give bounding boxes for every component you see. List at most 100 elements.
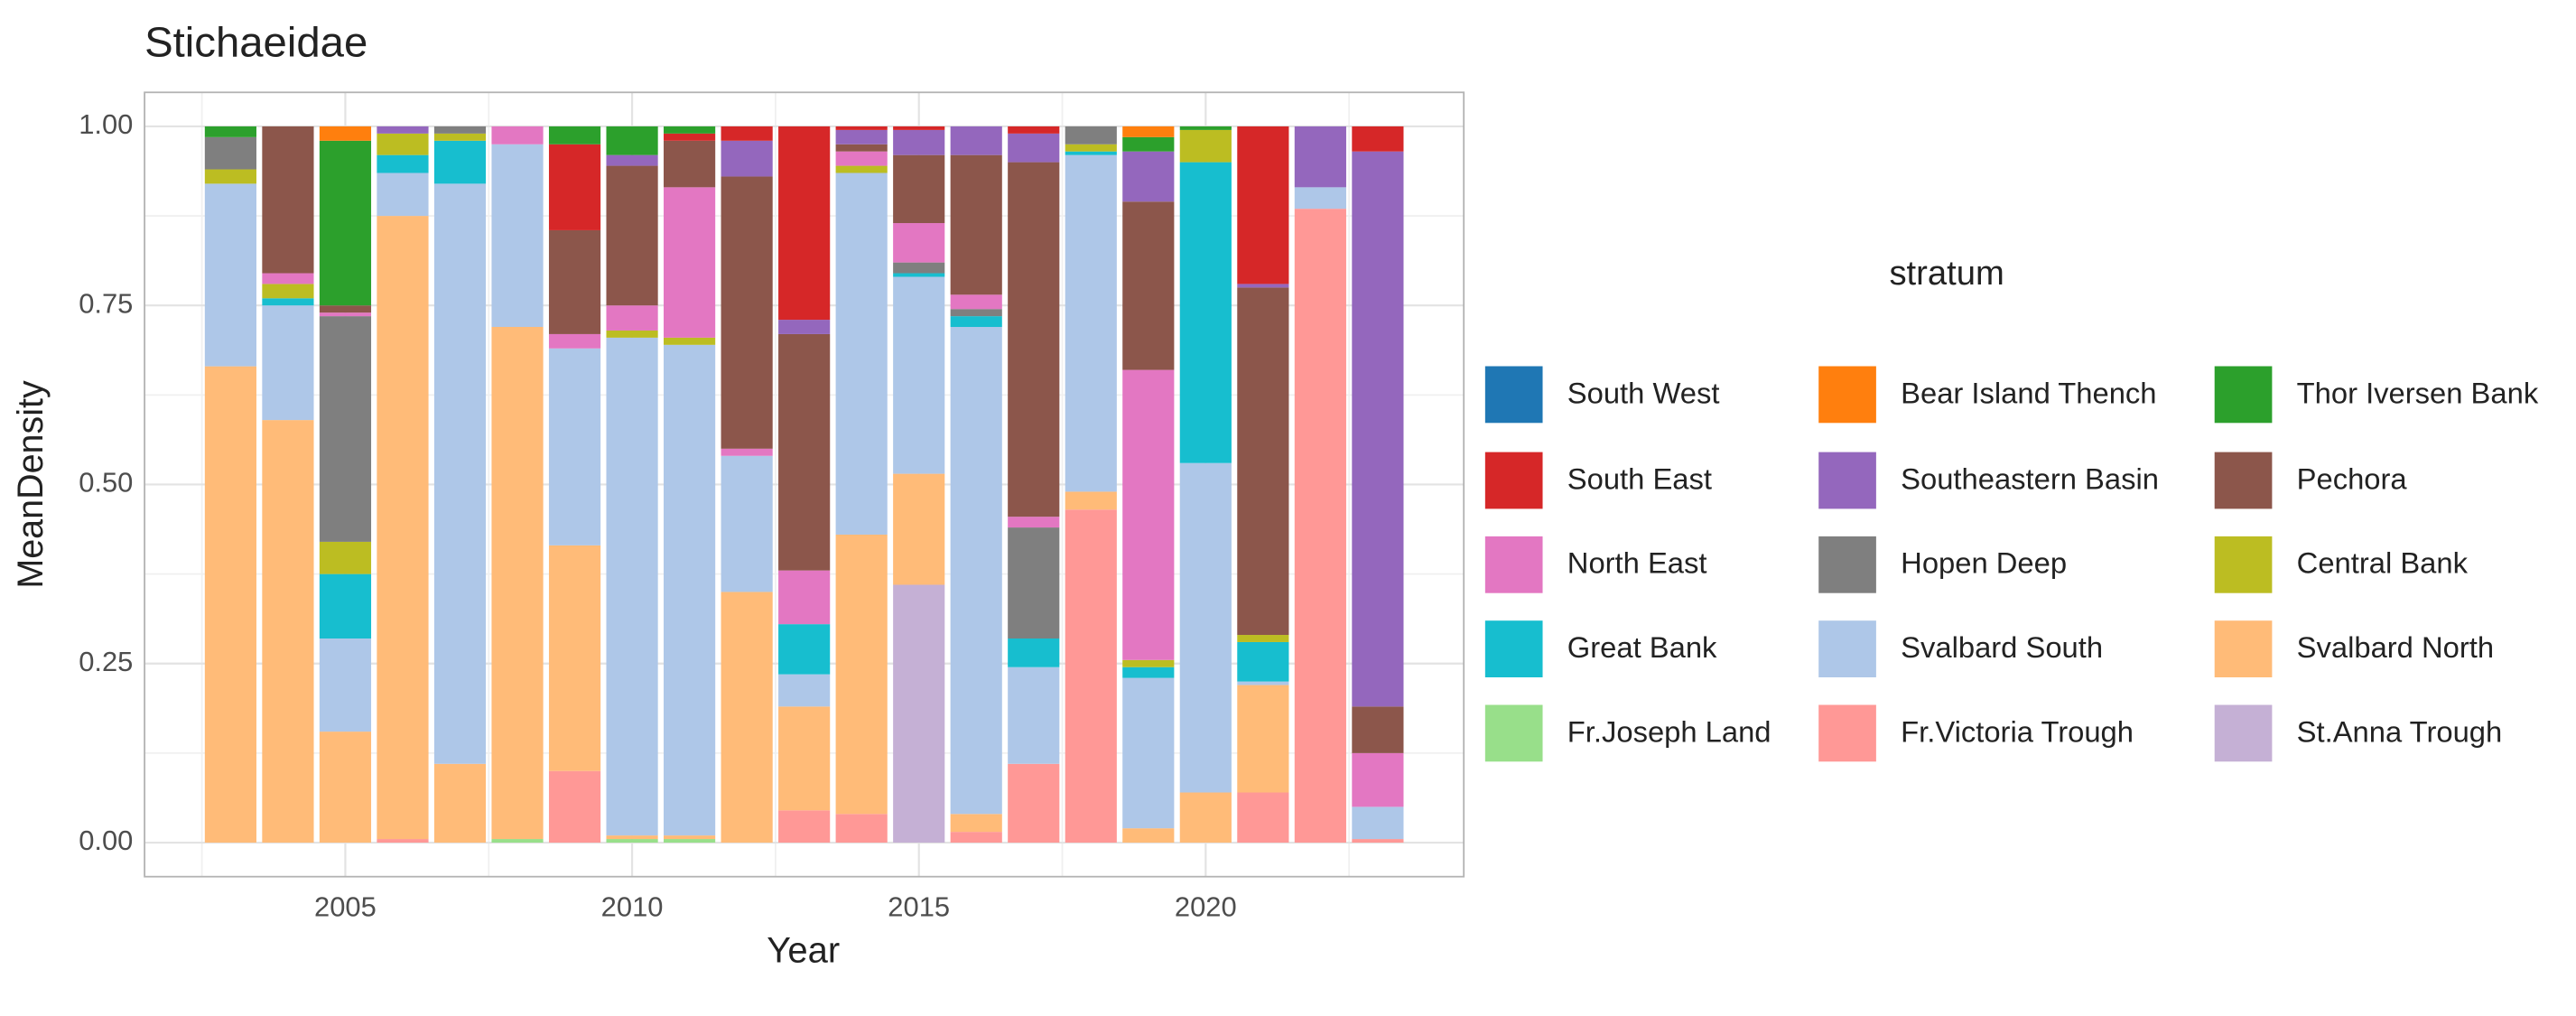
bar-segment <box>950 309 1002 317</box>
bar-segment <box>606 126 658 155</box>
bar-segment <box>721 448 773 456</box>
x-tick-label: 2005 <box>314 891 377 923</box>
legend-title: stratum <box>1889 255 2004 293</box>
bar-segment <box>433 126 487 134</box>
bar-segment <box>835 129 888 144</box>
bars <box>204 126 1404 844</box>
bar-segment <box>721 592 773 844</box>
bar-segment <box>433 140 487 184</box>
legend-key <box>1818 452 1876 509</box>
bar-segment <box>1008 527 1060 638</box>
legend-key <box>2214 366 2273 424</box>
bar-segment <box>1065 144 1117 152</box>
bar-segment <box>1352 151 1404 707</box>
legend-label: Southeastern Basin <box>1901 463 2159 496</box>
bar-segment <box>1122 666 1175 678</box>
bar-segment <box>377 172 429 217</box>
bar-segment <box>950 814 1002 833</box>
bar-segment <box>1237 635 1289 642</box>
bar-segment <box>721 176 773 449</box>
x-axis-title: Year <box>767 931 840 971</box>
legend-label: Thor Iversen Bank <box>2297 378 2539 410</box>
bar-segment <box>1179 792 1232 844</box>
bar-segment <box>433 133 487 141</box>
bar-segment <box>835 534 888 815</box>
bar-segment <box>835 144 888 152</box>
bar-segment <box>262 273 314 284</box>
panel-border <box>144 91 1465 878</box>
bar-segment <box>1008 133 1060 163</box>
bar-segment <box>1294 187 1346 210</box>
legend-key <box>1484 536 1543 593</box>
bar-segment <box>1122 151 1175 202</box>
x-tick-label: 2020 <box>1175 891 1237 923</box>
bar-segment <box>1065 151 1117 155</box>
bar-segment <box>835 151 888 166</box>
legend-key <box>1818 704 1876 762</box>
bar-segment <box>664 344 716 836</box>
bar-segment <box>377 133 429 155</box>
y-tick-label: 0.25 <box>79 646 133 677</box>
y-axis-title: MeanDensity <box>11 380 51 588</box>
bar-segment <box>319 140 372 306</box>
legend-label: Fr.Joseph Land <box>1567 716 1772 749</box>
bar-segment <box>262 126 314 274</box>
bar-segment <box>778 570 831 625</box>
bar-segment <box>664 835 716 840</box>
bar-segment <box>778 674 831 707</box>
bar-segment <box>1352 752 1404 807</box>
bar-segment <box>1008 638 1060 667</box>
bar-segment <box>1294 126 1346 188</box>
bar-segment <box>548 144 601 230</box>
legend-key <box>2214 536 2273 593</box>
bar-segment <box>835 126 888 130</box>
bar-segment <box>1065 491 1117 510</box>
bar-segment <box>1237 681 1289 685</box>
bar-segment <box>433 183 487 764</box>
bar-segment <box>1065 126 1117 144</box>
bar-segment <box>664 839 716 844</box>
bar-segment <box>606 337 658 836</box>
bar-segment <box>1008 126 1060 134</box>
bar-segment <box>778 810 831 844</box>
bar-segment <box>204 183 256 367</box>
bar-segment <box>548 126 601 144</box>
legend-key <box>2214 620 2273 677</box>
bar-segment <box>778 320 831 334</box>
legend-label: Svalbard North <box>2297 631 2494 664</box>
bar-segment <box>835 165 888 173</box>
bar-segment <box>1237 792 1289 844</box>
bar-segment <box>835 814 888 844</box>
x-tick-label: 2010 <box>601 891 664 923</box>
bar-segment <box>721 126 773 141</box>
bar-segment <box>491 144 544 328</box>
legend-label: Hopen Deep <box>1901 547 2067 580</box>
bar-segment <box>1294 209 1346 844</box>
bar-segment <box>204 169 256 184</box>
bar-segment <box>433 763 487 844</box>
bar-segment <box>778 333 831 571</box>
bar-segment <box>548 348 601 545</box>
bar-segment <box>1122 201 1175 370</box>
bar-segment <box>377 216 429 840</box>
bar-segment <box>893 223 945 263</box>
bar-segment <box>835 172 888 535</box>
bar-segment <box>950 294 1002 310</box>
bar-segment <box>1352 806 1404 840</box>
legend-key <box>2214 452 2273 509</box>
bar-segment <box>1008 517 1060 528</box>
bar-segment <box>262 305 314 421</box>
legend-label: South West <box>1567 378 1720 410</box>
y-tick-label: 1.00 <box>79 108 133 140</box>
legend-label: Pechora <box>2297 463 2408 496</box>
bar-segment <box>1065 154 1117 492</box>
bar-segment <box>950 316 1002 328</box>
y-tick-label: 0.75 <box>79 287 133 319</box>
legend: South West Bear Island Thench Thor Iversen… <box>1484 366 2539 762</box>
bar-segment <box>606 154 658 166</box>
bar-segment <box>1237 284 1289 288</box>
bar-segment <box>548 333 601 349</box>
bar-segment <box>893 126 945 130</box>
